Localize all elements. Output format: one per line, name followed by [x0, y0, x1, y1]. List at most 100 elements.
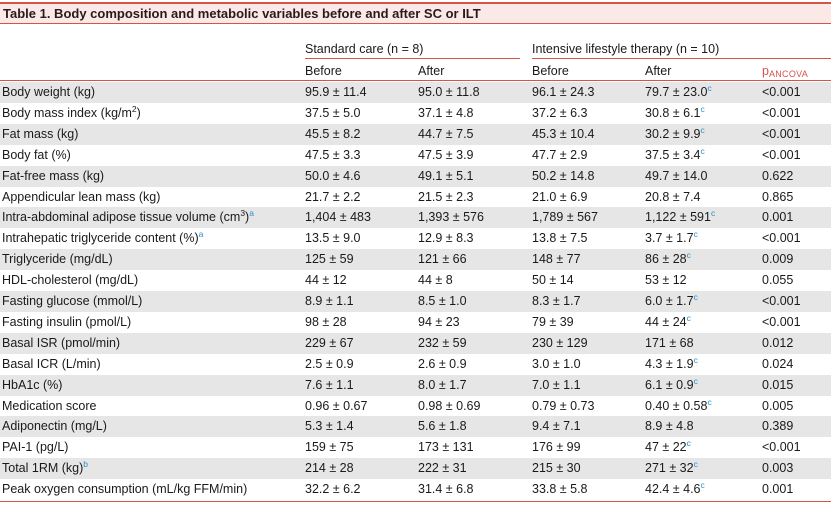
footnote-marker: c — [693, 229, 698, 240]
cell: 6.1 ± 0.9c — [645, 376, 698, 392]
table-row: Appendicular lean mass (kg) 21.7 ± 2.2 21.… — [0, 187, 831, 208]
cell: 13.5 ± 9.0 — [305, 231, 361, 246]
cell: 271 ± 32c — [645, 459, 698, 475]
table-row: Basal ICR (L/min) 2.5 ± 0.9 2.6 ± 0.9 3.0 ±… — [0, 354, 831, 375]
cell: 32.2 ± 6.2 — [305, 482, 361, 497]
cell: 0.001 — [762, 482, 794, 497]
group-rule — [305, 58, 520, 59]
label-text: Fat mass (kg) — [2, 126, 79, 141]
row-label: Basal ISR (pmol/min) — [2, 336, 120, 350]
table-row: Body weight (kg) 95.9 ± 11.4 95.0 ± 11.8 96… — [0, 82, 831, 103]
cell-text: 4.3 ± 1.9 — [645, 356, 694, 371]
cell: 20.8 ± 7.4 — [645, 189, 701, 204]
label-text: Peak oxygen consumption (mL/kg FFM/min) — [2, 482, 248, 497]
label-text: ) — [136, 105, 141, 120]
row-label: Body mass index (kg/m2) — [2, 103, 141, 120]
cell: 5.3 ± 1.4 — [305, 419, 354, 434]
cell: 30.2 ± 9.9c — [645, 124, 705, 141]
cell-text: 79.7 ± 23.0 — [645, 85, 708, 99]
group-header: Intensive lifestyle therapy (n = 10) — [532, 42, 720, 56]
cell: 49.1 ± 5.1 — [418, 168, 474, 183]
row-label: Intrahepatic triglyceride content (%)a — [2, 230, 203, 246]
table-row: Basal ISR (pmol/min) 229 ± 67 232 ± 59 230 … — [0, 332, 831, 354]
table-title: Table 1. Body composition and metabolic … — [3, 6, 481, 21]
cell: 0.865 — [762, 189, 794, 204]
p-header: pANCOVA — [762, 64, 808, 79]
cell: 214 ± 28 — [305, 461, 354, 476]
cell: 0.024 — [762, 356, 794, 371]
cell: 0.389 — [762, 419, 794, 434]
cell: 33.8 ± 5.8 — [532, 482, 588, 497]
cell-text: 37.5 ± 3.4 — [645, 147, 701, 162]
label-text: Basal ICR (L/min) — [2, 356, 101, 371]
p-symbol: p — [762, 64, 769, 78]
cell: 79.7 ± 23.0c — [645, 84, 712, 99]
footnote-marker: c — [700, 124, 705, 135]
cell: 4.3 ± 1.9c — [645, 354, 698, 371]
cell: 95.0 ± 11.8 — [418, 85, 480, 99]
table-row: Adiponectin (mg/L) 5.3 ± 1.4 5.6 ± 1.8 9.4 … — [0, 416, 831, 438]
cell-text: 44 ± 24 — [645, 314, 687, 329]
cell: 95.9 ± 11.4 — [305, 85, 367, 99]
cell: 148 ± 77 — [532, 252, 581, 267]
label-superscript: 2 — [131, 103, 137, 114]
cell: 1,122 ± 591c — [645, 209, 715, 224]
footnote-marker: c — [700, 103, 705, 114]
cell: 50 ± 14 — [532, 273, 574, 288]
row-label: Triglyceride (mg/dL) — [2, 252, 113, 266]
column-header: After — [645, 64, 672, 78]
cell-text: 42.4 ± 4.6 — [645, 482, 701, 497]
table-row: HDL-cholesterol (mg/dL) 44 ± 12 44 ± 8 50 ±… — [0, 270, 831, 291]
footnote-marker: c — [707, 396, 712, 407]
cell: 222 ± 31 — [418, 461, 467, 476]
cell: 0.005 — [762, 398, 794, 413]
cell: <0.001 — [762, 294, 801, 308]
cell: 0.001 — [762, 210, 794, 225]
row-label: Adiponectin (mg/L) — [2, 419, 107, 433]
cell-text: 6.1 ± 0.9 — [645, 377, 694, 392]
cell: 21.7 ± 2.2 — [305, 189, 361, 204]
row-label: Intra-abdominal adipose tissue volume (c… — [2, 209, 254, 225]
table-row: Fat-free mass (kg) 50.0 ± 4.6 49.1 ± 5.1 50… — [0, 165, 831, 187]
row-label: Fasting insulin (pmol/L) — [2, 315, 131, 329]
cell: 229 ± 67 — [305, 335, 354, 350]
cell: 173 ± 131 — [418, 440, 474, 455]
row-label: Appendicular lean mass (kg) — [2, 190, 160, 204]
cell: 7.6 ± 1.1 — [305, 377, 354, 392]
cell-text: 0.40 ± 0.58 — [645, 398, 708, 413]
table-row: Fasting glucose (mmol/L) 8.9 ± 1.1 8.5 ± 1… — [0, 291, 831, 312]
footnote-marker: c — [686, 250, 691, 261]
row-label: Fasting glucose (mmol/L) — [2, 294, 142, 308]
cell: 44.7 ± 7.5 — [418, 126, 474, 141]
label-text: Intra-abdominal adipose tissue volume (c… — [2, 210, 241, 225]
cell: 1,393 ± 576 — [418, 210, 484, 225]
column-header: After — [418, 64, 445, 78]
label-text: Fat-free mass (kg) — [2, 168, 105, 183]
cell: 2.5 ± 0.9 — [305, 356, 354, 371]
cell: 12.9 ± 8.3 — [418, 231, 474, 246]
cell: 37.1 ± 4.8 — [418, 105, 474, 120]
footnote-marker: c — [693, 354, 698, 365]
cell: 21.0 ± 6.9 — [532, 189, 588, 204]
table-row: Peak oxygen consumption (mL/kg FFM/min) 3… — [0, 479, 831, 500]
label-text: Appendicular lean mass (kg) — [2, 189, 161, 204]
table-row: Triglyceride (mg/dL) 125 ± 59 121 ± 66 148 … — [0, 249, 831, 271]
cell: 9.4 ± 7.1 — [532, 419, 581, 434]
label-text: Intrahepatic triglyceride content (%) — [2, 231, 199, 246]
cell: 7.0 ± 1.1 — [532, 377, 581, 392]
cell-text: 30.2 ± 9.9 — [645, 126, 701, 141]
cell: 125 ± 59 — [305, 252, 354, 267]
label-text: HDL-cholesterol (mg/dL) — [2, 273, 139, 288]
cell: 44 ± 24c — [645, 314, 691, 329]
table-row: Total 1RM (kg)b 214 ± 28 222 ± 31 215 ± 30 2… — [0, 458, 831, 480]
cell: 1,789 ± 567 — [532, 210, 598, 225]
p-subscript: ANCOVA — [768, 69, 809, 79]
cell: 47.7 ± 2.9 — [532, 147, 588, 162]
footnote-marker: c — [693, 459, 698, 470]
table-row: Fasting insulin (pmol/L) 98 ± 28 94 ± 23 79… — [0, 312, 831, 333]
cell: 0.96 ± 0.67 — [305, 398, 368, 413]
cell: 0.055 — [762, 273, 794, 288]
cell: 171 ± 68 — [645, 335, 694, 350]
cell: 47.5 ± 3.9 — [418, 147, 474, 162]
